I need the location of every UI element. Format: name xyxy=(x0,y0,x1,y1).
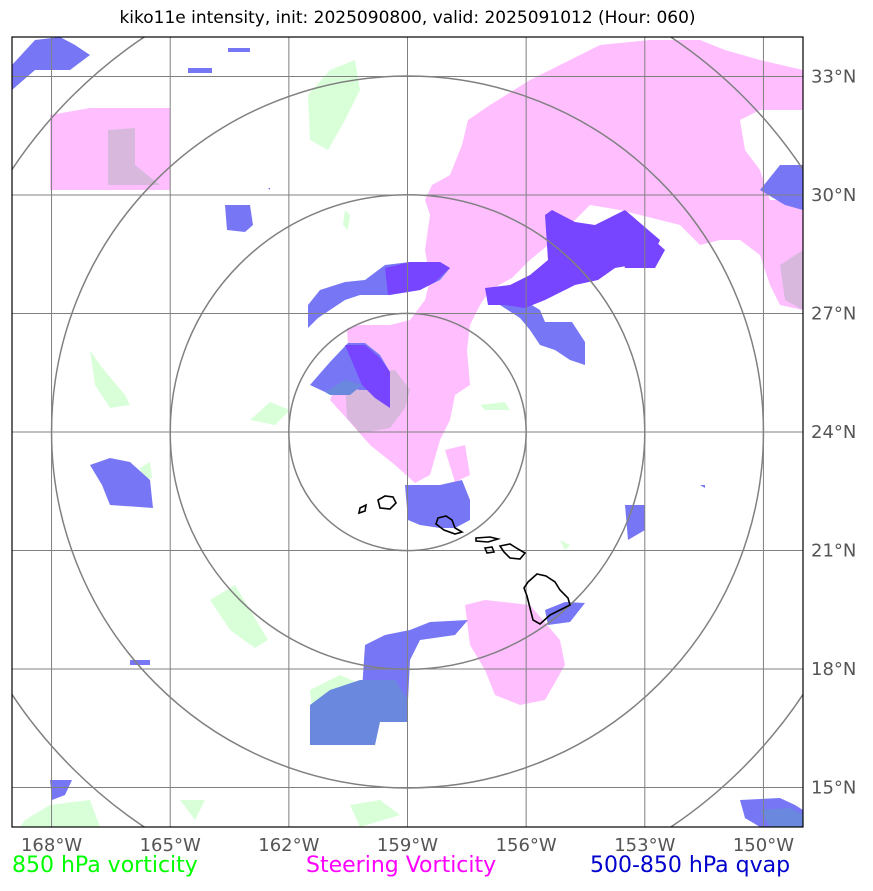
longitude-label: 150°W xyxy=(733,835,794,856)
range-ring xyxy=(50,75,765,789)
molokai-island xyxy=(475,536,502,543)
latitude-label: 18°N xyxy=(811,659,856,680)
latitude-label: 15°N xyxy=(811,778,856,799)
steering-vorticity-patches xyxy=(50,40,803,705)
longitude-label: 153°W xyxy=(614,835,675,856)
kauai-island xyxy=(377,495,397,510)
lanai-island xyxy=(483,546,496,554)
legend-850-vorticity: 850 hPa vorticity xyxy=(12,853,198,878)
longitude-label: 168°W xyxy=(21,835,82,856)
qvap-vorticity-overlap xyxy=(310,380,803,827)
map-title: kiko11e intensity, init: 2025090800, val… xyxy=(119,8,696,28)
legend-qvap: 500-850 hPa qvap xyxy=(590,853,791,878)
latitude-label: 27°N xyxy=(811,304,856,325)
range-ring xyxy=(288,312,527,552)
longitude-label: 156°W xyxy=(496,835,557,856)
longitude-label: 159°W xyxy=(377,835,438,856)
longitude-label: 165°W xyxy=(140,835,201,856)
latitude-label: 24°N xyxy=(811,422,856,443)
latitude-labels: 33°N 30°N 27°N 24°N 21°N 18°N 15°N xyxy=(811,67,856,799)
latitude-label: 21°N xyxy=(811,541,856,562)
oahu-island xyxy=(435,515,465,535)
latitude-label: 33°N xyxy=(811,67,856,88)
qvap-core-patches xyxy=(345,210,665,408)
map-frame xyxy=(11,36,804,828)
hawaii-coastline xyxy=(357,495,571,625)
maui-island xyxy=(498,543,527,560)
legend-steering-vorticity: Steering Vorticity xyxy=(306,853,497,878)
big-island xyxy=(523,573,571,625)
niihau-island xyxy=(357,503,368,515)
latitude-label: 30°N xyxy=(811,185,856,206)
longitude-label: 162°W xyxy=(258,835,319,856)
longitude-labels: 168°W 165°W 162°W 159°W 156°W 153°W 150°W xyxy=(21,835,794,856)
range-ring xyxy=(169,193,646,671)
